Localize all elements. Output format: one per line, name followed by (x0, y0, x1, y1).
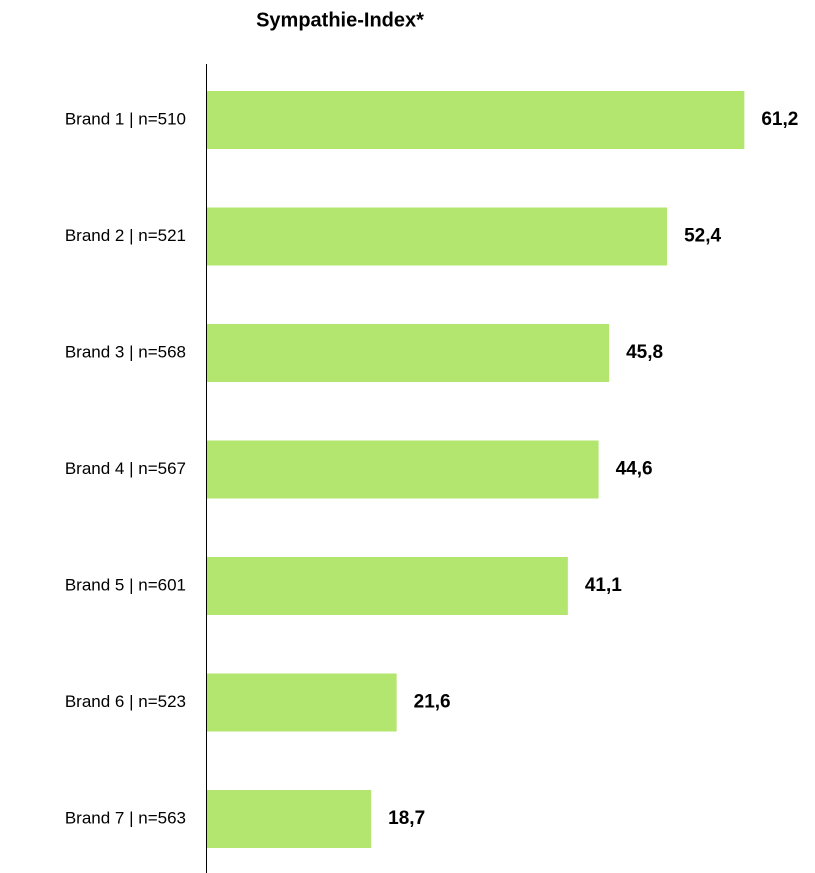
category-label: Brand 4 | n=567 (65, 459, 186, 478)
value-label: 52,4 (684, 226, 721, 247)
category-label: Brand 6 | n=523 (65, 692, 186, 711)
value-label: 61,2 (761, 109, 798, 130)
bar (207, 790, 372, 848)
category-label: Brand 2 | n=521 (65, 226, 186, 245)
bar (207, 91, 745, 149)
category-label: Brand 1 | n=510 (65, 109, 186, 128)
chart-title: Sympathie-Index* (256, 9, 424, 31)
bar (207, 207, 668, 266)
value-label: 21,6 (414, 692, 451, 713)
value-label: 44,6 (616, 459, 653, 480)
bar (207, 557, 568, 615)
bar (207, 440, 599, 499)
value-label: 41,1 (585, 575, 622, 596)
value-label: 45,8 (626, 342, 663, 363)
bar (207, 324, 610, 382)
category-label: Brand 5 | n=601 (65, 575, 186, 594)
value-label: 18,7 (388, 808, 425, 829)
category-label: Brand 3 | n=568 (65, 342, 186, 361)
bar (207, 673, 397, 732)
category-label: Brand 7 | n=563 (65, 808, 186, 827)
